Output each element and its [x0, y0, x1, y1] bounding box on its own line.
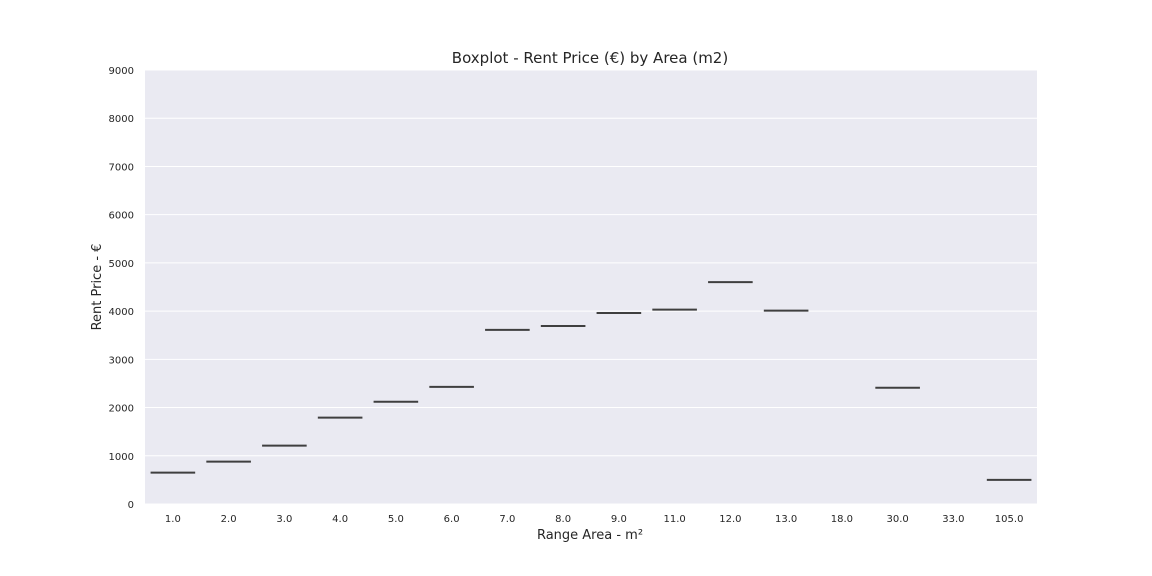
x-tick-label: 11.0 [663, 514, 685, 525]
x-tick-label: 9.0 [611, 514, 627, 525]
x-tick-label: 6.0 [444, 514, 460, 525]
x-tick-label: 8.0 [555, 514, 571, 525]
y-tick-label: 3000 [109, 355, 134, 366]
x-tick-label: 4.0 [332, 514, 348, 525]
x-tick-label: 13.0 [775, 514, 797, 525]
y-tick-label: 0 [128, 500, 134, 511]
x-tick-label: 12.0 [719, 514, 741, 525]
median-lines [150, 281, 1032, 481]
y-tick-labels: 0 1000 2000 3000 4000 5000 6000 7000 8000 9000 [109, 66, 134, 511]
x-tick-label: 33.0 [942, 514, 964, 525]
chart-title: Boxplot - Rent Price (€) by Area (m2) [452, 49, 728, 67]
y-tick-label: 5000 [109, 259, 134, 270]
gridlines [145, 69, 1037, 505]
y-tick-label: 8000 [109, 114, 134, 125]
x-tick-label: 1.0 [165, 514, 181, 525]
y-tick-label: 4000 [109, 307, 134, 318]
y-tick-label: 6000 [109, 211, 134, 222]
x-tick-labels: 1.0 2.0 3.0 4.0 5.0 6.0 7.0 8.0 9.0 11.0 12.0 13.0 1… [165, 514, 1024, 525]
y-tick-label: 1000 [109, 452, 134, 463]
x-axis-label: Range Area - m² [537, 528, 643, 543]
x-tick-label: 30.0 [886, 514, 908, 525]
y-tick-label: 2000 [109, 404, 134, 415]
x-tick-label: 5.0 [388, 514, 404, 525]
plot-area [145, 70, 1037, 504]
x-tick-label: 2.0 [221, 514, 237, 525]
y-axis-label: Rent Price - € [90, 244, 105, 331]
x-tick-label: 18.0 [831, 514, 853, 525]
x-tick-label: 3.0 [276, 514, 292, 525]
y-tick-label: 9000 [109, 66, 134, 77]
x-tick-label: 7.0 [499, 514, 515, 525]
y-tick-label: 7000 [109, 162, 134, 173]
x-tick-label: 105.0 [995, 514, 1024, 525]
